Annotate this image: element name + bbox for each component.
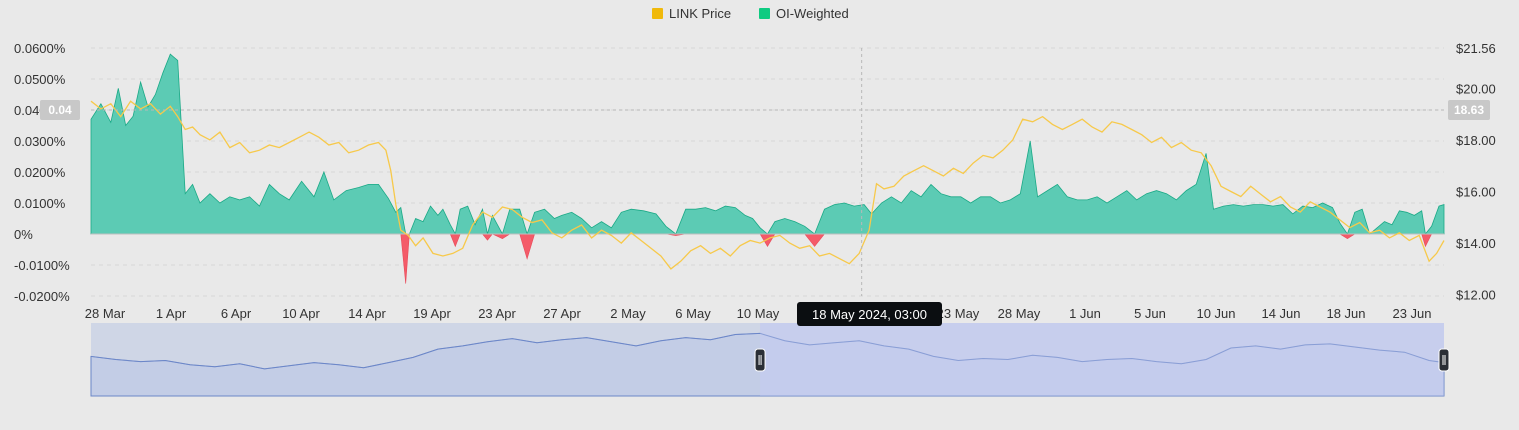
crosshair-date-label: 18 May 2024, 03:00: [812, 307, 927, 322]
navigator-series-overlay: [90, 332, 1445, 397]
y-right-tick-label: $20.00: [1456, 81, 1496, 96]
x-tick-label: 18 Jun: [1326, 306, 1365, 321]
x-tick-label: 23 Apr: [478, 306, 516, 321]
legend-item-1[interactable]: OI-Weighted: [759, 6, 849, 21]
crosshair-right-marker: [1448, 100, 1490, 120]
x-tick-label: 23 Jun: [1392, 306, 1431, 321]
x-tick-label: 27 Apr: [543, 306, 581, 321]
x-tick-label: 19 Apr: [413, 306, 451, 321]
x-tick-label: 10 May: [737, 306, 780, 321]
x-tick-label: 10 Jun: [1196, 306, 1235, 321]
navigator[interactable]: [90, 323, 1450, 397]
legend-item-0[interactable]: LINK Price: [652, 6, 731, 21]
axes: 0.0600%0.0500%0.0400%0.0300%0.0200%0.010…: [14, 41, 1496, 321]
y-left-tick-label: 0.0200%: [14, 165, 66, 180]
y-right-tick-label: $18.00: [1456, 133, 1496, 148]
y-left-tick-label: 0.0100%: [14, 196, 66, 211]
y-left-tick-label: 0.0600%: [14, 41, 66, 56]
x-tick-label: 23 May: [937, 306, 980, 321]
legend-label: LINK Price: [669, 6, 731, 21]
x-tick-label: 14 Jun: [1261, 306, 1300, 321]
chart-legend: LINK Price OI-Weighted: [652, 6, 849, 21]
y-left-tick-label: -0.0100%: [14, 258, 70, 273]
crosshair-right-value: 18.63: [1454, 103, 1484, 117]
funding-rate-positive-area: [90, 53, 1445, 236]
y-right-tick-label: $14.00: [1456, 236, 1496, 251]
navigator-handle-right[interactable]: [1438, 348, 1450, 372]
y-left-tick-label: 0%: [14, 227, 33, 242]
x-tick-label: 28 Mar: [85, 306, 126, 321]
x-tick-label: 6 May: [675, 306, 711, 321]
crosshair-left-value: 0.04: [48, 103, 72, 117]
y-left-tick-label: 0.0300%: [14, 134, 66, 149]
funding-rate-negative-area: [91, 233, 1444, 284]
x-tick-label: 1 Jun: [1069, 306, 1101, 321]
x-tick-label: 5 Jun: [1134, 306, 1166, 321]
x-tick-label: 10 Apr: [282, 306, 320, 321]
y-right-tick-label: $12.00: [1456, 288, 1496, 303]
x-tick-label: 14 Apr: [348, 306, 386, 321]
x-tick-label: 2 May: [610, 306, 646, 321]
legend-swatch: [652, 8, 663, 19]
x-tick-label: 1 Apr: [156, 306, 187, 321]
grid-lines: [91, 47, 1444, 297]
legend-label: OI-Weighted: [776, 6, 849, 21]
x-tick-label: 28 May: [998, 306, 1041, 321]
crosshair-left-marker: [40, 100, 80, 120]
crosshair: 0.04 18.63 18 May 2024, 03:00: [40, 48, 1490, 326]
x-tick-label: 6 Apr: [221, 306, 252, 321]
y-right-tick-label: $21.56: [1456, 41, 1496, 56]
crosshair-date-tooltip: 18 May 2024, 03:00: [797, 302, 942, 326]
legend-swatch: [759, 8, 770, 19]
y-left-tick-label: -0.0200%: [14, 289, 70, 304]
y-left-tick-label: 0.0500%: [14, 72, 66, 87]
y-right-tick-label: $16.00: [1456, 184, 1496, 199]
navigator-handle-left[interactable]: [754, 348, 766, 372]
price-line: [90, 100, 1445, 270]
plot-area: [90, 53, 1445, 284]
